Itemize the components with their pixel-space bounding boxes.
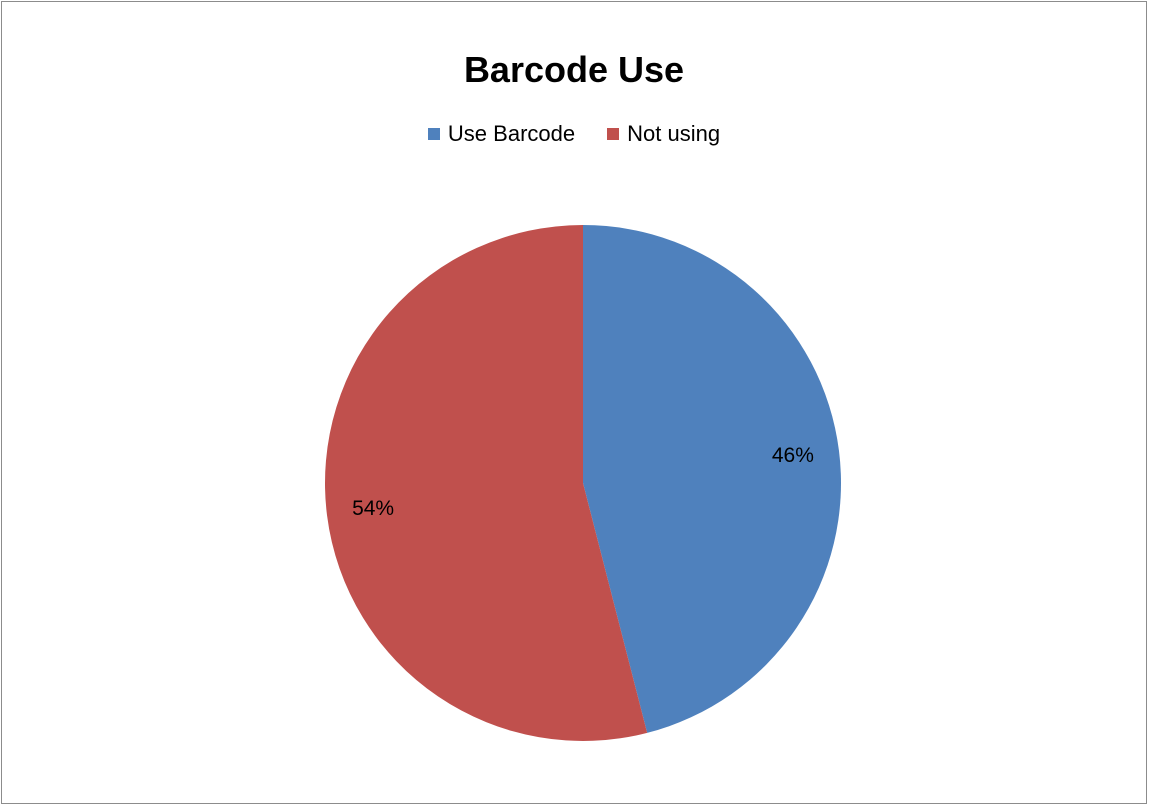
data-label-not-using: 54% — [352, 497, 394, 520]
legend-label-use-barcode: Use Barcode — [447, 121, 576, 146]
legend-label-not-using: Not using — [627, 121, 721, 146]
data-label-use-barcode: 46% — [772, 444, 814, 467]
chart-title: Barcode Use — [463, 49, 685, 90]
chart-legend: Use Barcode Not using — [2, 119, 1146, 149]
pie-slice-not-using — [325, 225, 648, 741]
legend-swatch-use-barcode — [427, 128, 440, 140]
legend-item-not-using: Not using — [607, 119, 720, 149]
pie-slice-use-barcode — [583, 225, 842, 733]
legend-item-use-barcode: Use Barcode — [427, 119, 576, 149]
legend-swatch-not-using — [607, 128, 620, 140]
